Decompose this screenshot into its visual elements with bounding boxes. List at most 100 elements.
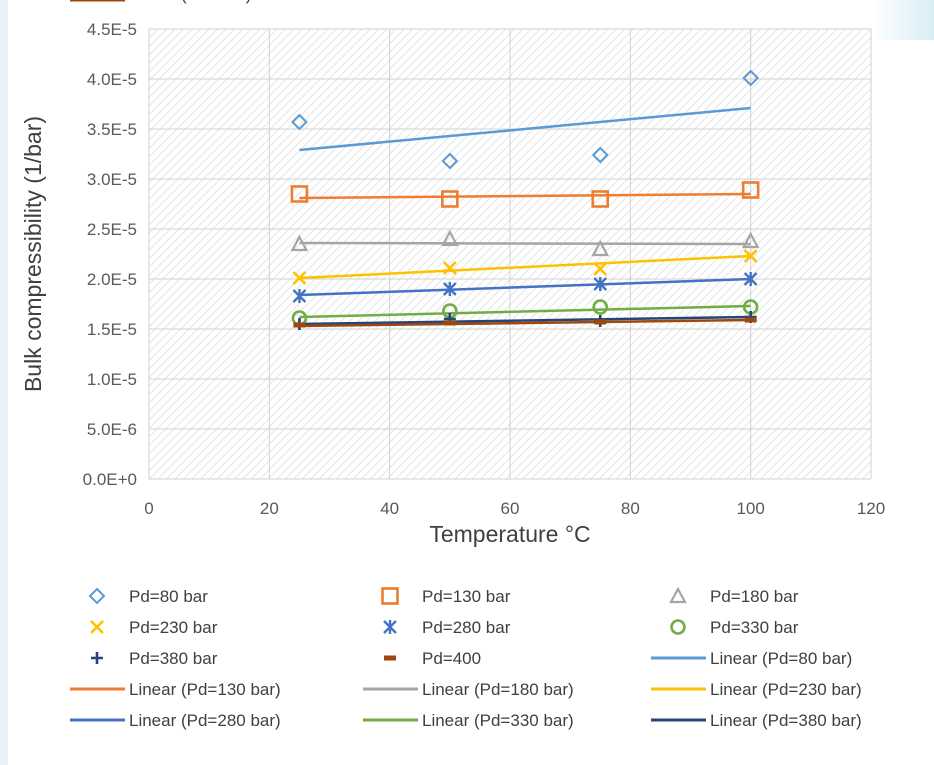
x-axis-title: Temperature °C	[429, 521, 590, 547]
legend-item: Pd=280 bar	[383, 618, 511, 637]
data-point	[742, 69, 760, 87]
legend-label: Linear (Pd=280 bar)	[129, 711, 281, 730]
legend-label: Pd=180 bar	[710, 587, 799, 606]
legend-label: Pd=80 bar	[129, 587, 208, 606]
legend-item: Pd=130 bar	[381, 587, 511, 606]
legend-marker	[88, 587, 106, 605]
legend-item: Pd=400	[384, 649, 481, 668]
y-tick-label: 3.5E-5	[87, 120, 137, 139]
legend-marker	[90, 620, 104, 634]
x-tick-label: 80	[621, 499, 640, 518]
background-graphic	[872, 0, 934, 40]
legend-label: Pd=230 bar	[129, 618, 218, 637]
y-tick-label: 5.0E-6	[87, 420, 137, 439]
trendline	[299, 106, 751, 152]
legend-label: Pd=280 bar	[422, 618, 511, 637]
data-point	[292, 289, 307, 303]
legend-label: Linear (Pd=400)	[129, 0, 251, 4]
data-point	[591, 239, 610, 257]
legend-item: Linear (Pd=280 bar)	[70, 711, 281, 730]
legend-marker	[669, 586, 687, 604]
legend-item: Linear (Pd=400)	[70, 0, 251, 4]
data-point	[591, 190, 610, 208]
legend-item: Linear (Pd=180 bar)	[363, 680, 574, 699]
data-point	[441, 190, 459, 208]
data-point	[594, 319, 607, 325]
y-tick-label: 0.0E+0	[83, 470, 137, 489]
legend-item: Pd=80 bar	[88, 587, 208, 606]
data-point	[293, 322, 306, 328]
x-tick-label: 120	[857, 499, 885, 518]
x-axis-ticks: 0 20 40 60 80 100 120	[144, 499, 885, 518]
legend-item: Linear (Pd=130 bar)	[70, 680, 281, 699]
data-markers	[290, 69, 760, 330]
legend-label: Linear (Pd=130 bar)	[129, 680, 281, 699]
data-point	[442, 282, 457, 296]
y-tick-label: 2.0E-5	[87, 270, 137, 289]
data-point	[744, 317, 757, 323]
legend-item: Linear (Pd=330 bar)	[363, 711, 574, 730]
legend-label: Linear (Pd=180 bar)	[422, 680, 574, 699]
y-tick-label: 3.0E-5	[87, 170, 137, 189]
data-point	[443, 320, 456, 326]
legend-item: Linear (Pd=230 bar)	[651, 680, 862, 699]
data-point	[593, 277, 608, 291]
y-axis-ticks: 0.0E+0 5.0E-6 1.0E-5 1.5E-5 2.0E-5 2.5E-5 3.0E…	[83, 20, 137, 489]
legend-item: Pd=330 bar	[670, 618, 799, 637]
legend-marker	[384, 655, 396, 661]
legend-marker	[91, 652, 103, 664]
legend-label: Linear (Pd=230 bar)	[710, 680, 862, 699]
x-tick-label: 40	[380, 499, 399, 518]
y-tick-label: 1.5E-5	[87, 320, 137, 339]
x-tick-label: 0	[144, 499, 153, 518]
y-tick-label: 2.5E-5	[87, 220, 137, 239]
y-tick-label: 4.5E-5	[87, 20, 137, 39]
data-point	[741, 231, 760, 249]
y-tick-label: 1.0E-5	[87, 370, 137, 389]
trendline	[299, 315, 751, 326]
trendline	[299, 318, 751, 328]
legend-item: Linear (Pd=80 bar)	[651, 649, 852, 668]
trendline	[299, 241, 751, 246]
legend-label: Pd=130 bar	[422, 587, 511, 606]
legend-label: Linear (Pd=80 bar)	[710, 649, 852, 668]
data-point	[743, 272, 758, 286]
trendline	[299, 192, 751, 200]
legend-marker	[381, 587, 399, 605]
legend-marker	[670, 619, 686, 635]
x-tick-label: 100	[736, 499, 764, 518]
legend-item: Linear (Pd=380 bar)	[651, 711, 862, 730]
x-tick-label: 20	[260, 499, 279, 518]
data-point	[290, 185, 309, 203]
y-axis-title: Bulk compressibility (1/bar)	[20, 116, 46, 392]
legend-label: Linear (Pd=380 bar)	[710, 711, 862, 730]
data-point	[592, 299, 609, 315]
legend: Pd=80 bar Pd=130 bar Pd=180 bar Pd=230 bar P…	[70, 0, 862, 730]
legend-item: Pd=180 bar	[669, 586, 799, 606]
data-point	[442, 261, 457, 275]
legend-item: Pd=380 bar	[91, 649, 218, 668]
data-point	[591, 146, 609, 164]
data-point	[741, 181, 760, 199]
data-point	[291, 113, 308, 131]
y-tick-label: 4.0E-5	[87, 70, 137, 89]
data-point	[441, 152, 459, 170]
trendline	[299, 304, 751, 319]
data-point	[290, 234, 309, 252]
data-point	[593, 262, 608, 276]
legend-label: Pd=380 bar	[129, 649, 218, 668]
legend-item: Pd=230 bar	[90, 618, 218, 637]
x-tick-label: 60	[501, 499, 520, 518]
data-point	[440, 229, 459, 247]
legend-label: Pd=400	[422, 649, 481, 668]
data-point	[743, 249, 758, 263]
trendline	[299, 254, 751, 280]
page-edge	[0, 0, 8, 765]
trendlines	[299, 106, 751, 328]
legend-label: Pd=330 bar	[710, 618, 799, 637]
trendline	[299, 277, 751, 297]
legend-label: Linear (Pd=330 bar)	[422, 711, 574, 730]
legend-marker	[383, 620, 397, 634]
data-point	[292, 271, 307, 285]
